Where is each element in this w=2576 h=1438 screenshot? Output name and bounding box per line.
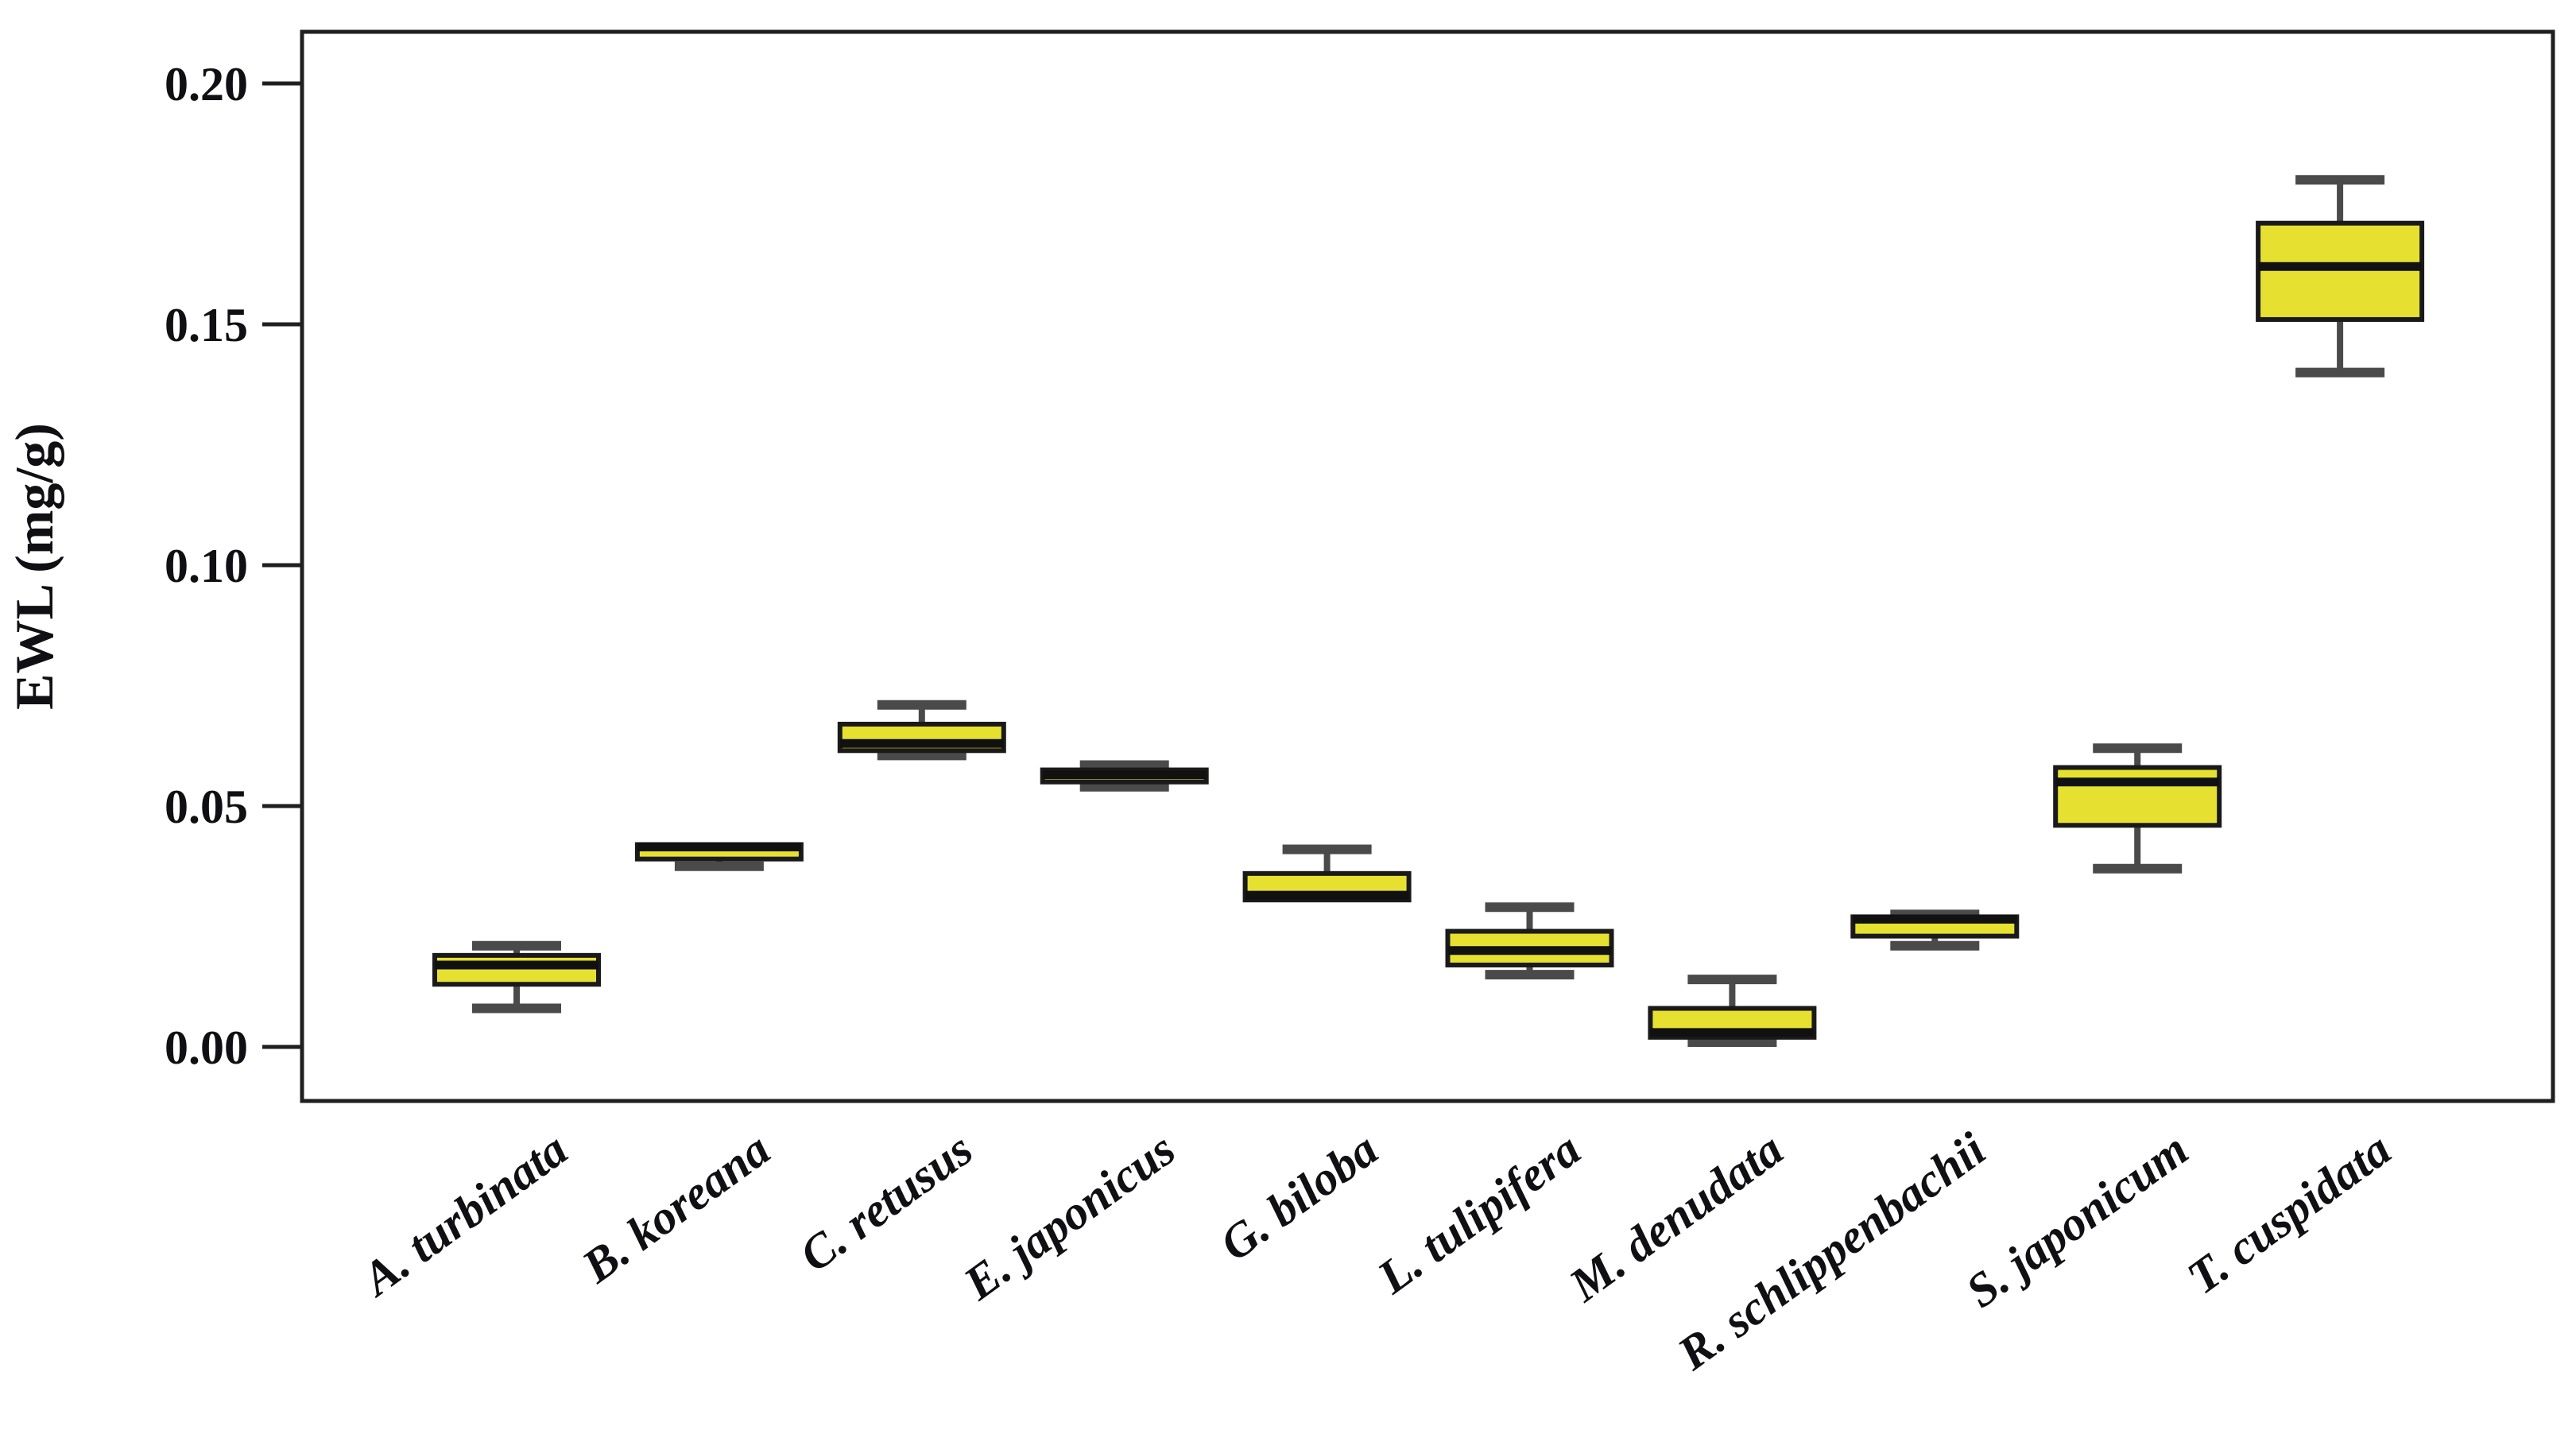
x-category-label-b-koreana: B. koreana [572, 1122, 780, 1293]
plot-frame [300, 29, 2555, 1103]
y-tick-label: 0.20 [165, 58, 248, 110]
x-category-label-g-biloba: G. biloba [1211, 1122, 1387, 1271]
y-tick-label: 0.05 [165, 781, 248, 833]
box-t-cuspidata [2256, 220, 2425, 322]
x-category-label-a-turbinata: A. turbinata [351, 1122, 577, 1307]
x-category-label-e-japonicus: E. japonicus [954, 1122, 1184, 1310]
y-tick-label: 0.00 [165, 1021, 248, 1074]
x-category-label-s-japonicum: S. japonicum [1957, 1122, 2198, 1317]
y-tick-label: 0.10 [165, 540, 248, 592]
y-axis-title: EWL (mg/g) [4, 423, 64, 710]
y-tick-label: 0.15 [165, 299, 248, 351]
box-s-japonicum [2053, 765, 2222, 828]
x-category-label-c-retusus: C. retusus [790, 1122, 982, 1281]
x-category-label-l-tulipifera: L. tulipifera [1368, 1122, 1590, 1304]
box-a-turbinata [432, 952, 601, 987]
x-category-label-t-cuspidata: T. cuspidata [2178, 1122, 2400, 1304]
